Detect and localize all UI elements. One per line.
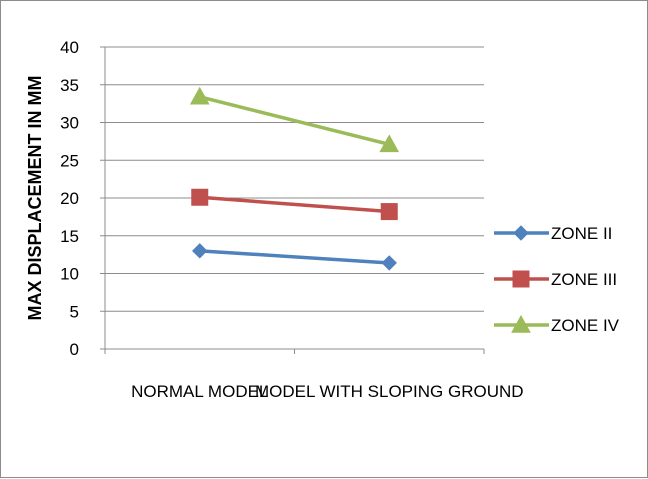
data-point [189,86,210,105]
legend-marker [512,270,530,288]
axes [100,46,485,354]
legend-label: ZONE IV [551,316,620,335]
legend: ZONE II ZONE III ZONE IV [494,224,620,335]
y-tick-label: 5 [70,302,79,321]
series-line [199,249,390,265]
y-tick-label: 40 [60,38,79,57]
legend-marker [511,314,531,333]
y-tick-labels: 0 5 10 15 20 25 30 35 40 [60,38,79,359]
y-tick-label: 25 [60,151,79,170]
x-tick-label: NORMAL MODEL [131,382,268,401]
y-tick-label: 0 [70,340,79,359]
gridlines [105,46,484,312]
legend-label: ZONE II [551,224,612,243]
data-point [192,243,208,259]
data-point [379,134,400,153]
data-point [381,255,397,271]
y-tick-label: 10 [60,265,79,284]
data-point [191,188,209,206]
y-tick-label: 20 [60,189,79,208]
y-tick-label: 15 [60,227,79,246]
series-line [199,195,390,214]
legend-marker [513,225,529,241]
x-tick-label: MODEL WITH SLOPING GROUND [255,382,524,401]
y-axis-label: MAX DISPLACEMENT IN MM [25,76,45,321]
y-tick-label: 30 [60,114,79,133]
data-point [380,203,398,221]
legend-label: ZONE III [551,270,617,289]
y-tick-label: 35 [60,76,79,95]
series-line [199,95,390,147]
series-group [189,86,400,271]
